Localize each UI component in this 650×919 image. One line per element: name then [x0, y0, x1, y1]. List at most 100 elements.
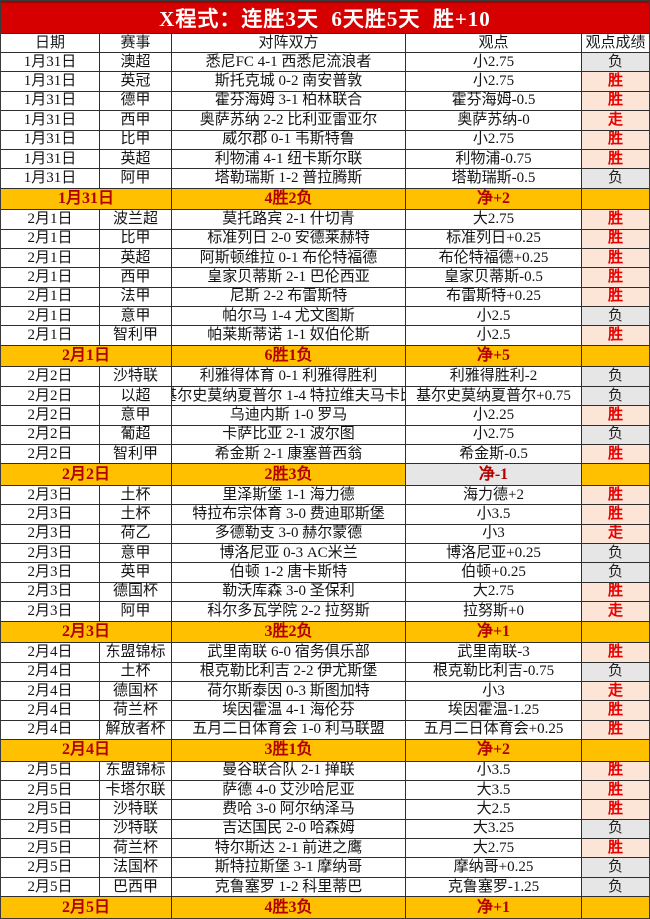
result-cell: 胜 — [582, 839, 649, 858]
day-summary-row: 2月1日 6胜1负 净+5 — [1, 344, 649, 367]
view-cell: 布伦特福德+0.25 — [406, 248, 582, 268]
date-cell: 1月31日 — [1, 53, 100, 72]
date-cell: 2月1日 — [1, 248, 100, 268]
summary-net-cell: 净+2 — [406, 740, 582, 761]
league-cell: 德国杯 — [100, 681, 172, 701]
table-row: 2月5日 荷兰杯 特尔斯达 2-1 前进之鹰 大2.75 胜 — [1, 838, 649, 858]
date-cell: 2月3日 — [1, 485, 100, 505]
league-cell: 比甲 — [100, 130, 172, 149]
matchup-cell: 帕尔马 1-4 尤文图斯 — [172, 307, 406, 326]
league-cell: 沙特联 — [100, 367, 172, 386]
result-cell: 胜 — [582, 210, 649, 229]
result-cell: 胜 — [582, 780, 649, 800]
view-cell: 大2.5 — [406, 800, 582, 819]
summary-empty-cell — [582, 897, 649, 918]
view-cell: 小3 — [406, 681, 582, 701]
table-row: 1月31日 英超 利物浦 4-1 纽卡斯尔联 利物浦-0.75 胜 — [1, 148, 649, 169]
date-cell: 1月31日 — [1, 169, 100, 188]
table-row: 2月5日 沙特联 吉达国民 2-0 哈森姆 大3.25 负 — [1, 818, 649, 839]
date-cell: 2月4日 — [1, 662, 100, 681]
result-cell: 胜 — [582, 268, 649, 287]
summary-net-cell: 净+1 — [406, 621, 582, 643]
matchup-cell: 帕莱斯蒂诺 1-1 奴伯伦斯 — [172, 326, 406, 345]
day-summary-row: 2月3日 3胜2负 净+1 — [1, 620, 649, 643]
date-cell: 2月3日 — [1, 544, 100, 563]
matchup-cell: 标准列日 2-0 安德莱赫特 — [172, 229, 406, 248]
day-summary-row: 1月31日 4胜2负 净+2 — [1, 187, 649, 210]
table-row: 1月31日 德甲 霍芬海姆 3-1 柏林联合 霍芬海姆-0.5 胜 — [1, 90, 649, 111]
date-cell: 1月31日 — [1, 130, 100, 149]
result-cell: 胜 — [582, 229, 649, 248]
date-cell: 1月31日 — [1, 72, 100, 91]
table-row: 1月31日 西甲 奥萨苏纳 2-2 比利亚雷亚尔 奥萨苏纳-0 走 — [1, 110, 649, 130]
view-cell: 埃因霍温-1.25 — [406, 701, 582, 720]
matchup-cell: 阿斯顿维拉 0-1 布伦特福德 — [172, 248, 406, 268]
league-cell: 葡超 — [100, 425, 172, 444]
summary-date-cell: 2月1日 — [1, 345, 172, 367]
summary-net-cell: 净+2 — [406, 188, 582, 210]
table-row: 2月1日 意甲 帕尔马 1-4 尤文图斯 小2.5 负 — [1, 306, 649, 326]
league-cell: 比甲 — [100, 229, 172, 248]
result-cell: 胜 — [582, 761, 649, 780]
league-cell: 阿甲 — [100, 169, 172, 188]
league-cell: 英超 — [100, 248, 172, 268]
view-cell: 基尔史莫纳夏普尔+0.75 — [406, 386, 582, 406]
matchup-cell: 埃因霍温 4-1 海伦芬 — [172, 701, 406, 720]
view-cell: 伯顿+0.25 — [406, 563, 582, 582]
summary-empty-cell — [582, 345, 649, 367]
header-cell-league: 赛事 — [100, 34, 172, 52]
view-cell: 武里南联-3 — [406, 643, 582, 662]
result-cell: 走 — [582, 111, 649, 130]
page-title: X程式：连胜3天 6天胜5天 胜+10 — [1, 1, 649, 33]
header-cell-view: 观点 — [406, 34, 582, 52]
date-cell: 2月2日 — [1, 444, 100, 464]
view-cell: 利物浦-0.75 — [406, 149, 582, 169]
summary-record-cell: 3胜2负 — [172, 621, 406, 643]
table-row: 2月1日 英超 阿斯顿维拉 0-1 布伦特福德 布伦特福德+0.25 胜 — [1, 247, 649, 268]
table-body: 1月31日 澳超 悉尼FC 4-1 西悉尼流浪者 小2.75 负 1月31日 英… — [1, 52, 649, 918]
date-cell: 2月5日 — [1, 858, 100, 877]
date-cell: 2月3日 — [1, 582, 100, 602]
league-cell: 波兰超 — [100, 210, 172, 229]
view-cell: 博洛尼亚+0.25 — [406, 544, 582, 563]
result-cell: 走 — [582, 524, 649, 544]
table-row: 2月3日 土杯 里泽斯堡 1-1 海力德 海力德+2 胜 — [1, 484, 649, 505]
result-cell: 胜 — [582, 582, 649, 602]
summary-record-cell: 6胜1负 — [172, 345, 406, 367]
header-cell-matchup: 对阵双方 — [172, 34, 406, 52]
result-cell: 负 — [582, 877, 649, 897]
date-cell: 2月4日 — [1, 720, 100, 739]
table-row: 1月31日 澳超 悉尼FC 4-1 西悉尼流浪者 小2.75 负 — [1, 52, 649, 72]
result-cell: 胜 — [582, 248, 649, 268]
result-cell: 负 — [582, 386, 649, 406]
result-cell: 胜 — [582, 326, 649, 345]
view-cell: 小3 — [406, 524, 582, 544]
table-row: 2月5日 巴西甲 克鲁塞罗 1-2 科里蒂巴 克鲁塞罗-1.25 负 — [1, 876, 649, 897]
matchup-cell: 吉达国民 2-0 哈森姆 — [172, 819, 406, 839]
date-cell: 2月1日 — [1, 229, 100, 248]
result-cell: 负 — [582, 367, 649, 386]
table-row: 2月4日 荷兰杯 埃因霍温 4-1 海伦芬 埃因霍温-1.25 胜 — [1, 700, 649, 720]
matchup-cell: 利雅得体育 0-1 利雅得胜利 — [172, 367, 406, 386]
result-cell: 胜 — [582, 130, 649, 149]
result-cell: 胜 — [582, 72, 649, 91]
result-cell: 负 — [582, 307, 649, 326]
day-summary-row: 2月2日 2胜3负 净-1 — [1, 463, 649, 485]
matchup-cell: 曼谷联合队 2-1 掸联 — [172, 761, 406, 780]
table-row: 2月1日 比甲 标准列日 2-0 安德莱赫特 标准列日+0.25 胜 — [1, 228, 649, 248]
view-cell: 希金斯-0.5 — [406, 444, 582, 464]
league-cell: 西甲 — [100, 111, 172, 130]
result-cell: 负 — [582, 425, 649, 444]
date-cell: 2月4日 — [1, 681, 100, 701]
summary-net-cell: 净+5 — [406, 345, 582, 367]
view-cell: 皇家贝蒂斯-0.5 — [406, 268, 582, 287]
date-cell: 2月1日 — [1, 307, 100, 326]
table-row: 2月4日 德国杯 荷尔斯泰因 0-3 斯图加特 小3 走 — [1, 680, 649, 701]
result-cell: 胜 — [582, 720, 649, 739]
view-cell: 标准列日+0.25 — [406, 229, 582, 248]
league-cell: 解放者杯 — [100, 720, 172, 739]
table-row: 2月2日 智利甲 希金斯 2-1 康塞普西翁 希金斯-0.5 胜 — [1, 443, 649, 464]
result-cell: 负 — [582, 563, 649, 582]
league-cell: 荷兰杯 — [100, 701, 172, 720]
